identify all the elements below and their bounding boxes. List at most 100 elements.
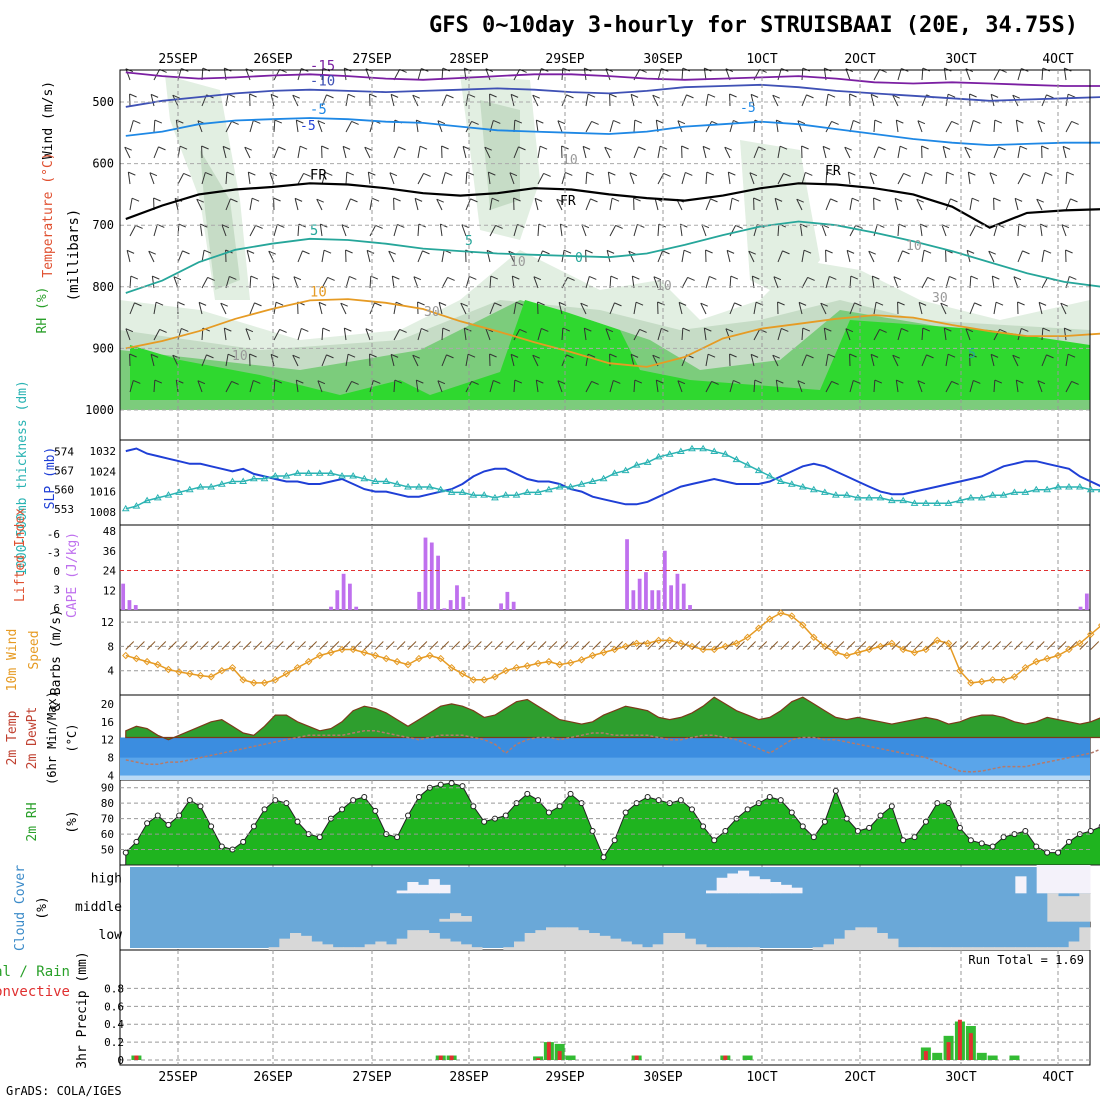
wind-barb bbox=[729, 120, 734, 133]
wind-barb-flag bbox=[148, 250, 156, 255]
wind-barb-flag bbox=[437, 120, 446, 125]
wind-barb bbox=[412, 354, 419, 367]
li-tick-label: 0 bbox=[53, 565, 60, 578]
wind-barb bbox=[511, 276, 515, 289]
wind-barb bbox=[777, 173, 785, 185]
wind-barb-flag bbox=[844, 146, 852, 151]
wind-barb-10m bbox=[286, 641, 295, 650]
wind-barb bbox=[249, 198, 253, 211]
wind-barb-flag bbox=[1016, 119, 1024, 124]
wind-barb-flag bbox=[1065, 249, 1073, 254]
cape-bar bbox=[348, 583, 352, 610]
wind-barb-flag bbox=[875, 301, 884, 306]
pressure-tick-label: 800 bbox=[92, 280, 114, 294]
wind-speed-point bbox=[810, 633, 818, 642]
wind-barb-10m bbox=[658, 641, 668, 650]
wind-barb-flag bbox=[947, 93, 956, 98]
wind-barb-flag bbox=[566, 94, 574, 99]
cloud-cell bbox=[556, 927, 568, 950]
wind-barb bbox=[249, 380, 254, 393]
rh-point bbox=[644, 794, 651, 800]
wind-barb bbox=[153, 379, 156, 393]
wind-barb-flag bbox=[798, 301, 807, 306]
thickness-point bbox=[988, 491, 997, 498]
wind-speed-point bbox=[1054, 651, 1062, 660]
temp-tick-label: 20 bbox=[101, 698, 114, 711]
wind-barb-flag bbox=[178, 223, 187, 228]
wind-barb bbox=[489, 275, 492, 289]
cape-bar bbox=[688, 605, 692, 610]
wind-barb-flag bbox=[687, 276, 695, 281]
wind-barb-flag bbox=[495, 224, 503, 229]
wind-barb-flag bbox=[922, 327, 931, 332]
wind-barb-flag bbox=[471, 120, 479, 125]
wind-barb-flag bbox=[733, 380, 741, 384]
wind-barb-flag bbox=[917, 120, 926, 125]
rh-area bbox=[125, 782, 1100, 866]
wind-barb-flag bbox=[803, 249, 812, 254]
wind-barb-10m bbox=[189, 641, 199, 650]
wind-barb-10m bbox=[505, 641, 515, 650]
wind-barb-flag bbox=[998, 146, 1006, 151]
wind-barb bbox=[801, 172, 806, 185]
wind-barb-flag bbox=[685, 172, 693, 176]
wind-barb bbox=[1037, 380, 1043, 393]
precip-convective-bar bbox=[968, 1033, 973, 1060]
cloud-cell bbox=[898, 947, 910, 950]
wind-barb bbox=[345, 94, 349, 107]
wind-barb bbox=[245, 68, 251, 81]
wind-speed-point bbox=[415, 654, 423, 663]
wind-barb bbox=[849, 225, 857, 237]
li-tick-label: -3 bbox=[47, 547, 60, 560]
wind-barb bbox=[801, 250, 805, 263]
wind-barb-flag bbox=[519, 328, 527, 333]
wind-barb bbox=[582, 146, 587, 159]
cape-bar bbox=[436, 555, 440, 610]
wind-barb bbox=[775, 380, 779, 393]
wind-barb-flag bbox=[469, 276, 477, 280]
wind-barb bbox=[705, 381, 713, 393]
wind-barb-flag bbox=[801, 145, 809, 150]
thickness-point bbox=[544, 485, 553, 493]
wind-barb-flag bbox=[846, 249, 855, 254]
wind-barb-10m bbox=[264, 641, 273, 650]
thickness-point bbox=[282, 472, 291, 479]
wind-barb-flag bbox=[901, 328, 909, 332]
thickness-tick-label: 560 bbox=[54, 484, 74, 497]
wind-barb-flag bbox=[587, 93, 596, 98]
wind-barb-flag bbox=[942, 145, 951, 150]
wind-tick-label: 12 bbox=[101, 616, 114, 629]
cloud-cell bbox=[503, 947, 515, 950]
wind-barb bbox=[969, 302, 975, 315]
wind-barb bbox=[753, 302, 757, 315]
cape-bar bbox=[1078, 606, 1083, 610]
rh-point bbox=[900, 837, 907, 844]
cloud-cell bbox=[908, 947, 920, 950]
thickness-point bbox=[632, 461, 641, 468]
wind-barb-flag bbox=[800, 223, 808, 228]
wind-barb-flag bbox=[173, 276, 182, 281]
wind-barb-flag bbox=[292, 354, 300, 359]
wind-barb bbox=[364, 146, 371, 159]
rh-tick-label: 90 bbox=[101, 782, 114, 795]
cloud-cell bbox=[524, 933, 536, 950]
wind-barb bbox=[725, 328, 731, 341]
date-label-bottom: 25SEP bbox=[158, 1070, 197, 1085]
wind-barb-flag bbox=[325, 172, 333, 176]
wind-barb-flag bbox=[608, 171, 616, 176]
cape-bar bbox=[499, 603, 503, 610]
wind-speed-point bbox=[788, 612, 796, 620]
wind-barb bbox=[893, 276, 899, 289]
wind-barb-flag bbox=[250, 275, 259, 280]
cloud-cell bbox=[578, 930, 590, 950]
rh-point bbox=[437, 781, 444, 788]
thickness-point bbox=[853, 493, 862, 501]
wind-barb bbox=[225, 354, 229, 367]
wind-barb bbox=[748, 250, 755, 263]
wind-barb-10m bbox=[992, 641, 1002, 650]
rh-point bbox=[854, 828, 861, 834]
wind-speed-point bbox=[491, 673, 499, 681]
wind-speed-point bbox=[327, 648, 335, 657]
wind-barb bbox=[945, 121, 953, 133]
cloud-cell bbox=[716, 877, 728, 894]
